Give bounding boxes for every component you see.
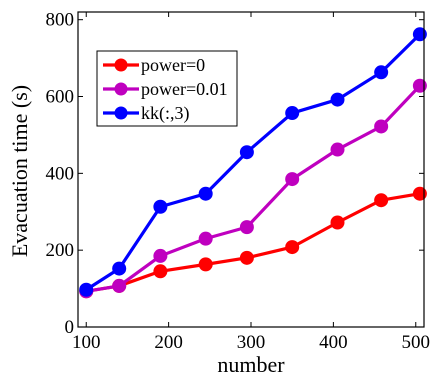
x-tick-label: 400 [319,332,348,353]
data-point-1 [412,78,427,93]
data-point-2 [79,282,94,297]
data-point-2 [374,65,389,80]
legend-label: kk(:,3) [141,103,190,124]
data-point-2 [153,199,168,214]
plot-area [79,27,427,299]
x-tick-label: 200 [154,332,183,353]
legend-marker [114,106,128,120]
data-point-0 [285,240,300,255]
data-point-0 [198,257,213,272]
data-point-2 [285,106,300,121]
data-point-2 [198,186,213,201]
data-point-0 [330,215,345,230]
y-axis-title: Evacuation time (s) [7,85,32,257]
data-point-2 [330,92,345,107]
data-point-2 [112,261,127,276]
y-tick-label: 200 [46,240,75,261]
y-tick-label: 800 [46,10,75,31]
data-point-2 [412,27,427,42]
data-point-1 [374,119,389,134]
data-point-1 [153,248,168,263]
x-tick-label: 500 [402,332,431,353]
y-tick-label: 600 [46,87,75,108]
legend: power=0 power=0.01 kk(:,3) [96,50,238,127]
data-point-1 [285,172,300,187]
data-point-1 [239,220,254,235]
legend-marker [114,82,128,96]
legend-label: power=0.01 [141,79,228,99]
data-point-1 [198,231,213,246]
data-point-1 [330,142,345,157]
data-point-1 [112,278,127,293]
y-tick-label: 400 [46,163,75,184]
data-point-0 [239,250,254,265]
x-tick-label: 100 [72,332,101,353]
data-point-0 [153,264,168,279]
x-tick-label: 300 [237,332,266,353]
data-point-0 [374,193,389,208]
data-point-2 [239,145,254,160]
axes: 100 200 300 400 500 0 200 400 600 800 [46,10,431,353]
data-point-0 [412,186,427,201]
legend-marker [114,58,128,72]
x-axis-title: number [217,352,285,377]
y-tick-label: 0 [65,317,75,338]
legend-label: power=0 [141,55,205,75]
